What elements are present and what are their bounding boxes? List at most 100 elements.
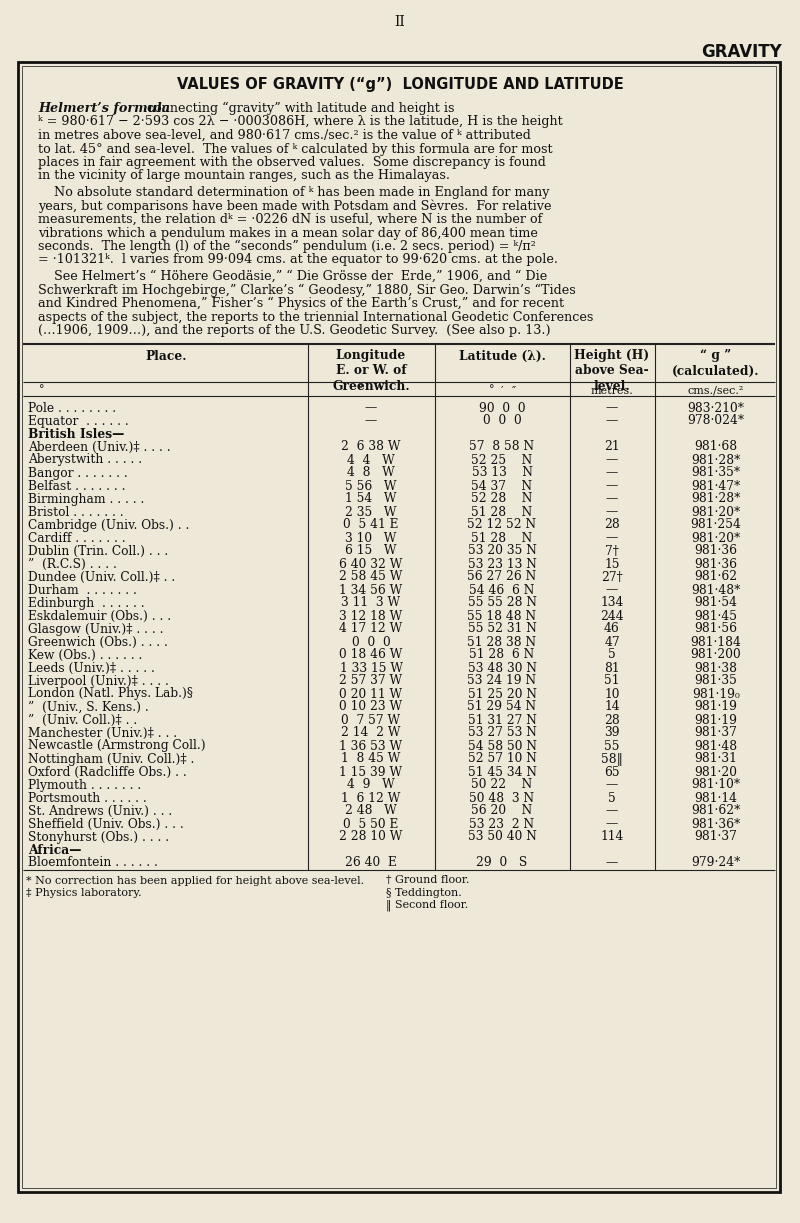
Text: * No correction has been applied for height above sea-level.: * No correction has been applied for hei…	[26, 876, 364, 885]
Text: 53 23  2 N: 53 23 2 N	[470, 817, 534, 830]
Text: 981·19: 981·19	[694, 701, 738, 713]
Text: 52 28    N: 52 28 N	[471, 493, 533, 505]
Text: —: —	[606, 479, 618, 493]
Text: 7†: 7†	[605, 544, 619, 558]
Text: 5: 5	[608, 791, 616, 805]
Text: Longitude
E. or W. of
Greenwich.: Longitude E. or W. of Greenwich.	[332, 350, 410, 393]
Text: 0  5 41 E: 0 5 41 E	[343, 519, 398, 532]
Text: 5: 5	[608, 648, 616, 662]
Text: Place.: Place.	[146, 350, 186, 362]
Text: 4  8   W: 4 8 W	[347, 466, 395, 479]
Text: 53 13    N: 53 13 N	[471, 466, 533, 479]
Text: 46: 46	[604, 623, 620, 636]
Text: Aberystwith . . . . .: Aberystwith . . . . .	[28, 454, 142, 466]
Text: 55 52 31 N: 55 52 31 N	[467, 623, 537, 636]
Text: Belfast . . . . . . .: Belfast . . . . . . .	[28, 479, 126, 493]
Text: Pole . . . . . . . .: Pole . . . . . . . .	[28, 401, 116, 415]
Text: 65: 65	[604, 766, 620, 779]
Text: aspects of the subject, the reports to the triennial International Geodetic Conf: aspects of the subject, the reports to t…	[38, 311, 594, 324]
Text: 53 48 30 N: 53 48 30 N	[467, 662, 537, 675]
Text: Eskdalemuir (Obs.) . . .: Eskdalemuir (Obs.) . . .	[28, 609, 171, 623]
Text: 2 58 45 W: 2 58 45 W	[339, 570, 402, 583]
Text: 981·19: 981·19	[694, 713, 738, 726]
Text: 4 17 12 W: 4 17 12 W	[339, 623, 402, 636]
Text: 27†: 27†	[601, 570, 623, 583]
Text: 39: 39	[604, 726, 620, 740]
Text: Liverpool (Univ.)‡ . . . .: Liverpool (Univ.)‡ . . . .	[28, 675, 169, 687]
Text: 981·68: 981·68	[694, 440, 738, 454]
Text: 3 12 18 W: 3 12 18 W	[339, 609, 402, 623]
Text: 981·28*: 981·28*	[691, 493, 741, 505]
Text: 1 34 56 W: 1 34 56 W	[339, 583, 402, 597]
Text: 2 57 37 W: 2 57 37 W	[339, 675, 402, 687]
Text: 53 24 19 N: 53 24 19 N	[467, 675, 537, 687]
Text: 981·20*: 981·20*	[691, 532, 741, 544]
Text: 52 57 10 N: 52 57 10 N	[467, 752, 537, 766]
Text: 50 48  3 N: 50 48 3 N	[470, 791, 534, 805]
Text: 51: 51	[604, 675, 620, 687]
Text: London (Natl. Phys. Lab.)§: London (Natl. Phys. Lab.)§	[28, 687, 193, 701]
Text: 55 55 28 N: 55 55 28 N	[467, 597, 537, 609]
Text: VALUES OF GRAVITY (“g”)  LONGITUDE AND LATITUDE: VALUES OF GRAVITY (“g”) LONGITUDE AND LA…	[177, 77, 623, 92]
Text: 90  0  0: 90 0 0	[478, 401, 526, 415]
Text: 52 25    N: 52 25 N	[471, 454, 533, 466]
Text: 0  7 57 W: 0 7 57 W	[342, 713, 401, 726]
Text: 5 56   W: 5 56 W	[346, 479, 397, 493]
Text: 58‖: 58‖	[601, 752, 623, 766]
Text: Kew (Obs.) . . . . . .: Kew (Obs.) . . . . . .	[28, 648, 142, 662]
Text: —: —	[365, 401, 377, 415]
Text: 28: 28	[604, 713, 620, 726]
Text: Edinburgh  . . . . . .: Edinburgh . . . . . .	[28, 597, 145, 609]
Text: 54 37    N: 54 37 N	[471, 479, 533, 493]
Text: Nottingham (Univ. Coll.)‡ .: Nottingham (Univ. Coll.)‡ .	[28, 752, 194, 766]
Text: 0 18 46 W: 0 18 46 W	[339, 648, 402, 662]
Text: 981·19₀: 981·19₀	[692, 687, 740, 701]
Text: —: —	[606, 505, 618, 519]
Text: Cardiff . . . . . . .: Cardiff . . . . . . .	[28, 532, 126, 544]
Text: 981·37: 981·37	[694, 726, 738, 740]
Text: 3 11  3 W: 3 11 3 W	[342, 597, 401, 609]
Text: —: —	[606, 532, 618, 544]
Text: “ g ”
(calculated).: “ g ” (calculated).	[672, 350, 760, 378]
Text: II: II	[394, 15, 406, 29]
Text: 51 28    N: 51 28 N	[471, 532, 533, 544]
Text: 1 36 53 W: 1 36 53 W	[339, 740, 402, 752]
Text: ″: ″	[512, 385, 516, 395]
Text: 2 14  2 W: 2 14 2 W	[342, 726, 401, 740]
Text: Bristol . . . . . . .: Bristol . . . . . . .	[28, 505, 124, 519]
Text: 81: 81	[604, 662, 620, 675]
Text: 6 40 32 W: 6 40 32 W	[339, 558, 402, 570]
Text: —: —	[606, 466, 618, 479]
Text: § Teddington.: § Teddington.	[386, 888, 462, 898]
Text: 981·36*: 981·36*	[691, 817, 741, 830]
Text: metres.: metres.	[590, 385, 634, 395]
Text: °: °	[39, 385, 45, 395]
Text: Dublin (Trin. Coll.) . . .: Dublin (Trin. Coll.) . . .	[28, 544, 168, 558]
Text: † Ground floor.: † Ground floor.	[386, 876, 470, 885]
Text: —: —	[606, 493, 618, 505]
Text: 56 20    N: 56 20 N	[471, 805, 533, 817]
Text: 981·37: 981·37	[694, 830, 738, 844]
Text: No absolute standard determination of ᵏ has been made in England for many: No absolute standard determination of ᵏ …	[38, 186, 550, 199]
Text: 981·14: 981·14	[694, 791, 738, 805]
Text: 56 27 26 N: 56 27 26 N	[467, 570, 537, 583]
Text: 21: 21	[604, 440, 620, 454]
Text: 3 10   W: 3 10 W	[346, 532, 397, 544]
Text: 979·24*: 979·24*	[691, 856, 741, 870]
Text: 981·48: 981·48	[694, 740, 738, 752]
Text: measurements, the relation dᵏ = ·0226 dN is useful, where N is the number of: measurements, the relation dᵏ = ·0226 dN…	[38, 213, 542, 226]
Text: —: —	[606, 856, 618, 870]
Text: —: —	[606, 583, 618, 597]
Text: 981·47*: 981·47*	[691, 479, 741, 493]
Text: 981·48*: 981·48*	[691, 583, 741, 597]
Text: 983·210*: 983·210*	[687, 401, 745, 415]
Text: Equator  . . . . . .: Equator . . . . . .	[28, 415, 129, 428]
Text: 981·254: 981·254	[690, 519, 742, 532]
Text: 51 28 38 N: 51 28 38 N	[467, 636, 537, 648]
Text: 51 45 34 N: 51 45 34 N	[467, 766, 537, 779]
Text: Newcastle (Armstrong Coll.): Newcastle (Armstrong Coll.)	[28, 740, 206, 752]
Text: in metres above sea-level, and 980·617 cms./sec.² is the value of ᵏ attributed: in metres above sea-level, and 980·617 c…	[38, 128, 531, 142]
Text: connecting “gravity” with latitude and height is: connecting “gravity” with latitude and h…	[143, 102, 454, 115]
Text: See Helmert’s “ Höhere Geodäsie,” “ Die Grösse der  Erde,” 1906, and “ Die: See Helmert’s “ Höhere Geodäsie,” “ Die …	[38, 270, 547, 283]
Text: 2 35   W: 2 35 W	[346, 505, 397, 519]
